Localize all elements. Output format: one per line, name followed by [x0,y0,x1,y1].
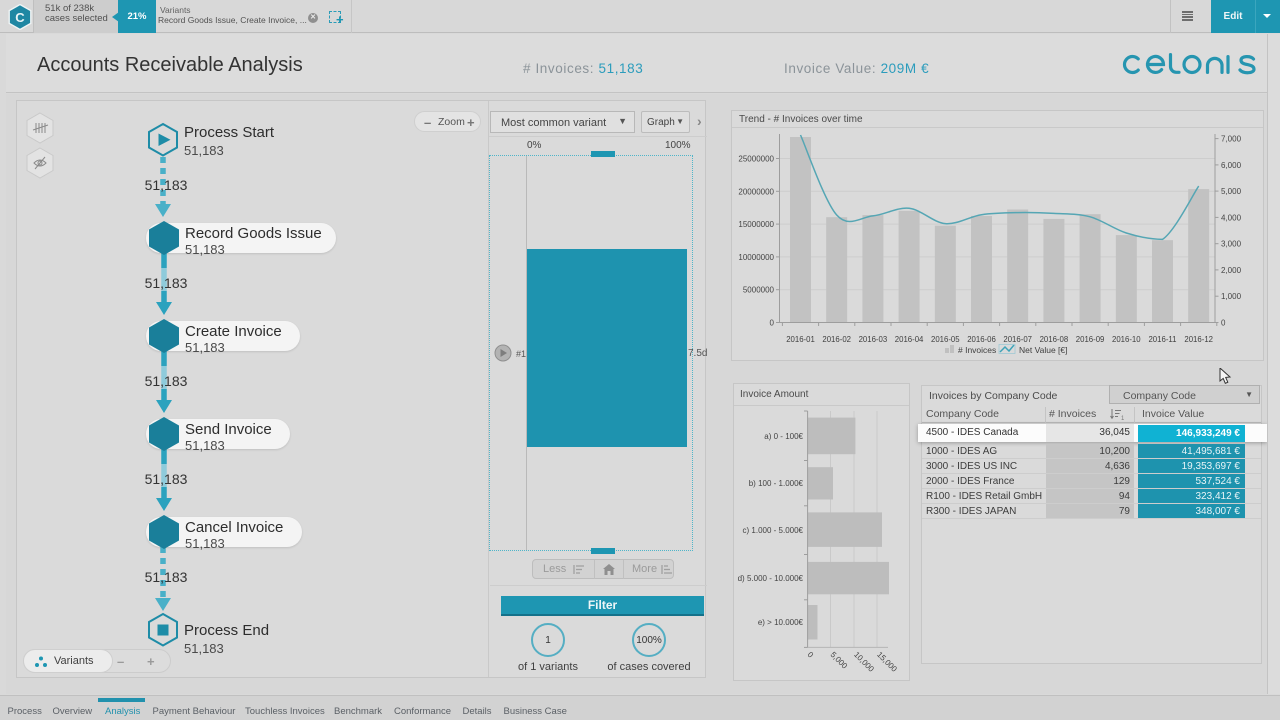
svg-text:0: 0 [770,319,775,328]
svg-text:d) 5.000 - 10.000€: d) 5.000 - 10.000€ [738,574,804,583]
svg-text:5000000: 5000000 [743,286,775,295]
svg-text:2016-12: 2016-12 [1184,335,1213,344]
svg-text:4,000: 4,000 [1221,213,1242,222]
svg-text:c) 1.000 - 5.000€: c) 1.000 - 5.000€ [743,526,804,535]
svg-text:e) > 10.000€: e) > 10.000€ [758,618,804,627]
svg-text:10000000: 10000000 [738,253,774,262]
svg-text:6,000: 6,000 [1221,161,1242,170]
svg-text:10,000: 10,000 [852,650,876,674]
svg-text:0: 0 [806,650,816,660]
svg-text:2016-04: 2016-04 [895,335,924,344]
svg-text:5,000: 5,000 [829,650,850,671]
svg-text:0: 0 [1221,319,1226,328]
svg-text:2016-07: 2016-07 [1003,335,1032,344]
svg-text:2016-09: 2016-09 [1076,335,1105,344]
svg-text:20000000: 20000000 [738,187,774,196]
svg-text:2016-11: 2016-11 [1148,335,1176,344]
svg-text:b) 100 - 1.000€: b) 100 - 1.000€ [749,479,804,488]
svg-text:2016-01: 2016-01 [786,335,815,344]
svg-text:1: 1 [1121,416,1124,420]
svg-text:# Invoices: # Invoices [958,345,996,355]
svg-text:5,000: 5,000 [1221,187,1242,196]
svg-text:3,000: 3,000 [1221,240,1242,249]
svg-text:15,000: 15,000 [875,650,899,674]
svg-text:2016-02: 2016-02 [822,335,851,344]
svg-text:2016-10: 2016-10 [1112,335,1141,344]
svg-text:1,000: 1,000 [1221,292,1242,301]
svg-text:2016-03: 2016-03 [859,335,888,344]
svg-text:15000000: 15000000 [738,220,774,229]
svg-text:2,000: 2,000 [1221,266,1242,275]
svg-text:Net Value [€]: Net Value [€] [1019,345,1068,355]
svg-text:25000000: 25000000 [738,155,774,164]
svg-text:C: C [15,10,25,25]
svg-text:2016-05: 2016-05 [931,335,960,344]
svg-text:a) 0 - 100€: a) 0 - 100€ [764,432,803,441]
svg-text:2016-08: 2016-08 [1040,335,1069,344]
svg-text:2016-06: 2016-06 [967,335,996,344]
svg-text:7,000: 7,000 [1221,135,1242,144]
